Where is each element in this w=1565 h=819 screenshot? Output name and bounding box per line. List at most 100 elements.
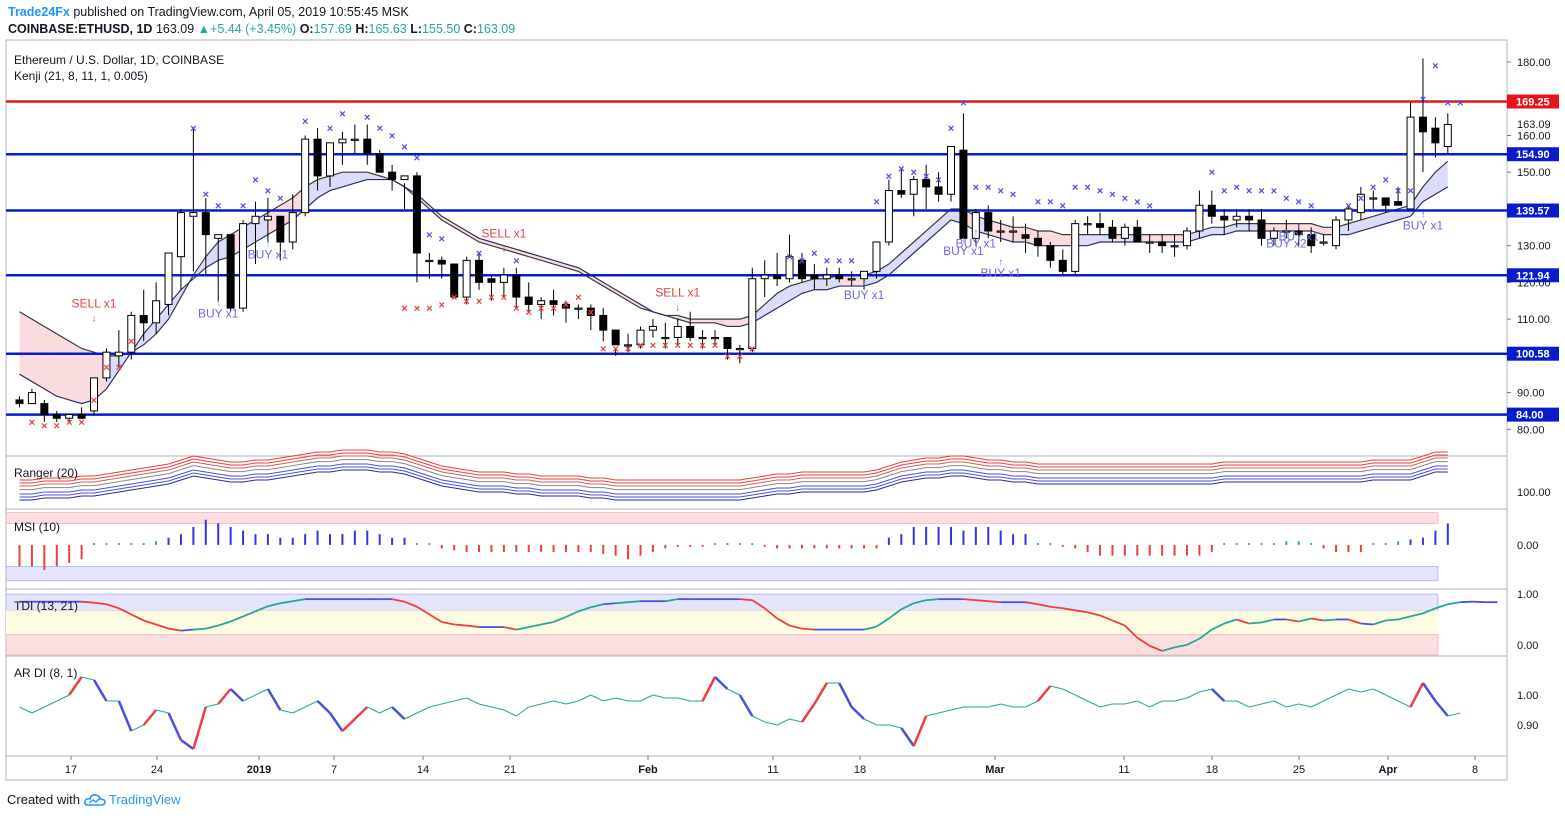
marker-x-blue: × <box>997 186 1003 198</box>
marker-x-blue: × <box>1134 197 1140 209</box>
ardi-segment <box>1286 703 1299 708</box>
marker-x-red: × <box>526 307 532 319</box>
candle-up <box>338 138 347 144</box>
candle-down <box>586 307 595 316</box>
candle-up <box>1369 197 1378 200</box>
candle-up <box>164 252 173 305</box>
ardi-segment <box>81 676 95 681</box>
ardi-segment <box>988 703 1001 708</box>
marker-x-blue: × <box>1258 186 1264 198</box>
tdi-segment <box>1472 600 1486 604</box>
tdi-segment <box>1422 607 1436 615</box>
tdi-segment <box>565 610 579 618</box>
candle-up <box>711 336 720 340</box>
candle-up <box>1319 241 1328 244</box>
ardi-segment <box>19 706 33 714</box>
ardi-segment <box>304 700 318 708</box>
ardi-segment <box>391 706 406 720</box>
candle-down <box>1108 226 1117 239</box>
tdi-segment <box>1223 618 1237 625</box>
tdi-segment <box>1298 617 1312 623</box>
candle-down <box>1381 197 1390 206</box>
candle-down <box>15 399 24 405</box>
level-tag-label: 169.25 <box>1516 97 1550 109</box>
candle-up <box>499 274 508 283</box>
kenji-cloud-segment <box>814 278 827 290</box>
marker-x-blue: × <box>1345 200 1351 212</box>
ardi-segment <box>466 697 480 705</box>
ardi-segment <box>192 706 207 750</box>
ardi-segment <box>1210 688 1226 702</box>
ardi-segment <box>242 694 256 702</box>
kenji-cloud-segment <box>702 319 716 323</box>
tdi-segment <box>205 624 219 630</box>
candle-up <box>847 278 856 281</box>
ardi-segment <box>404 712 418 720</box>
time-tick-label: 18 <box>854 764 866 776</box>
candle-up <box>1145 241 1154 244</box>
signal-label: BUY x1 <box>198 306 239 320</box>
tdi-segment <box>1037 603 1051 608</box>
ardi-segment <box>1074 694 1088 702</box>
marker-x-blue: × <box>1060 200 1066 212</box>
tdi-segment <box>93 601 107 606</box>
tdi-segment <box>1286 618 1299 623</box>
signal-arrow: ↑ <box>998 257 1003 268</box>
marker-x-blue: × <box>948 123 954 135</box>
marker-x-blue: × <box>476 248 482 260</box>
ranger-line <box>19 469 1448 501</box>
candle-up <box>537 300 546 305</box>
candle-up <box>735 347 744 351</box>
tradingview-logo[interactable]: TradingView <box>83 792 181 807</box>
candle-up <box>1332 219 1341 247</box>
candle-down <box>77 414 86 419</box>
candle-down <box>1033 237 1042 247</box>
ardi-segment <box>491 706 504 711</box>
tdi-segment <box>1211 622 1225 631</box>
ranger-mid-line <box>19 459 1448 491</box>
open-label: O: <box>299 22 314 36</box>
tdi-segment <box>1236 618 1250 625</box>
tdi-segment <box>578 606 592 613</box>
ardi-segment <box>44 700 57 708</box>
ardi-segment <box>1062 688 1076 696</box>
tdi-segment <box>1360 622 1374 626</box>
marker-x-blue: × <box>1209 167 1215 179</box>
kenji-cloud-segment <box>1224 223 1237 235</box>
ardi-segment <box>738 694 754 717</box>
marker-x-blue: × <box>439 233 445 245</box>
candle-up <box>760 274 769 280</box>
kenji-cloud-segment <box>1385 208 1399 224</box>
ardi-segment <box>266 688 282 711</box>
marker-x-blue: × <box>1296 197 1302 209</box>
ardi-segment <box>1409 682 1425 708</box>
ardi-segment <box>838 682 853 708</box>
last-price: 163.09 <box>155 22 195 36</box>
ranger-line <box>19 449 1448 481</box>
time-tick-label: 14 <box>417 764 429 776</box>
marker-x-red: × <box>687 340 693 352</box>
tdi-segment <box>1460 600 1473 604</box>
level-tag-label: 139.57 <box>1516 206 1550 218</box>
marker-x-blue: × <box>1084 182 1090 194</box>
ardi-segment <box>131 724 144 732</box>
kenji-cloud-segment <box>205 241 219 268</box>
author-link[interactable]: Trade24Fx <box>8 5 70 19</box>
marker-x-red: × <box>612 343 618 355</box>
ardi-segment <box>1360 688 1374 693</box>
close-label: C: <box>463 22 477 36</box>
level-tag-label: 154.90 <box>1516 149 1550 161</box>
tdi-segment <box>1435 603 1449 610</box>
kenji-cloud-segment <box>479 238 492 246</box>
marker-x-red: × <box>41 421 47 433</box>
marker-x-blue: × <box>277 193 283 205</box>
candle-up <box>239 223 248 309</box>
signal-arrow: ↓ <box>501 244 506 255</box>
kenji-cloud-segment <box>1286 223 1299 231</box>
tdi-segment <box>603 602 616 606</box>
ardi-segment <box>1385 694 1399 702</box>
ardi-segment <box>1261 700 1275 705</box>
marker-x-blue: × <box>1246 186 1252 198</box>
candle-down <box>1133 226 1142 243</box>
